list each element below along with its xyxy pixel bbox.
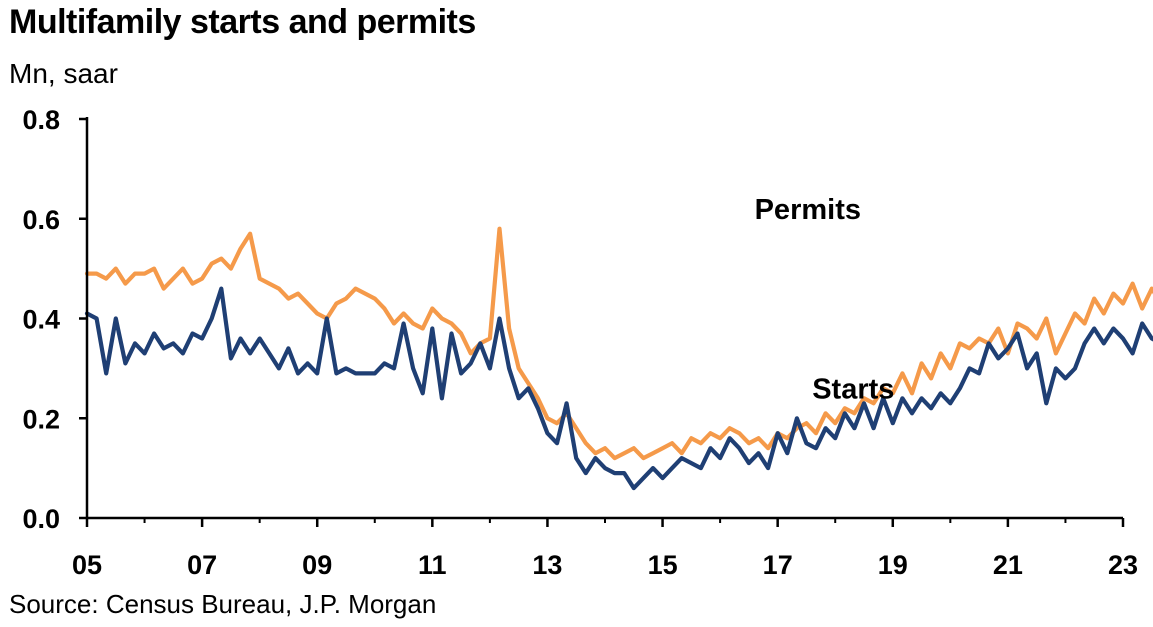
series-label-starts: Starts <box>812 373 894 405</box>
y-tick-label: 0.2 <box>22 404 60 434</box>
series-line-permits <box>84 226 1153 461</box>
labels-layer: Permits Starts <box>755 194 895 405</box>
series-layer <box>84 226 1153 491</box>
x-tick-label: 15 <box>648 550 678 580</box>
x-tick-label: 05 <box>72 550 102 580</box>
chart-title: Multifamily starts and permits <box>9 3 476 41</box>
x-tick-label: 11 <box>418 550 447 580</box>
chart-subtitle: Mn, saar <box>9 58 118 89</box>
y-tick-label: 0.0 <box>22 504 60 534</box>
x-tick-label: 17 <box>763 550 793 580</box>
series-label-permits: Permits <box>755 194 861 226</box>
x-tick-label: 09 <box>302 550 332 580</box>
x-tick-label: 21 <box>993 550 1023 580</box>
x-tick-label: 19 <box>878 550 908 580</box>
x-tick-label: 13 <box>532 550 562 580</box>
x-tick-label: 07 <box>187 550 217 580</box>
chart-source: Source: Census Bureau, J.P. Morgan <box>9 589 437 619</box>
y-tick-label: 0.8 <box>22 105 60 135</box>
axes-layer: 0.0 0.2 0.4 0.6 0.8 05 07 09 11 13 15 17 19 21 23 <box>22 105 1138 580</box>
y-tick-label: 0.4 <box>22 305 60 335</box>
y-tick-label: 0.6 <box>22 205 60 235</box>
series-line-starts <box>84 286 1153 491</box>
x-tick-label: 23 <box>1108 550 1138 580</box>
